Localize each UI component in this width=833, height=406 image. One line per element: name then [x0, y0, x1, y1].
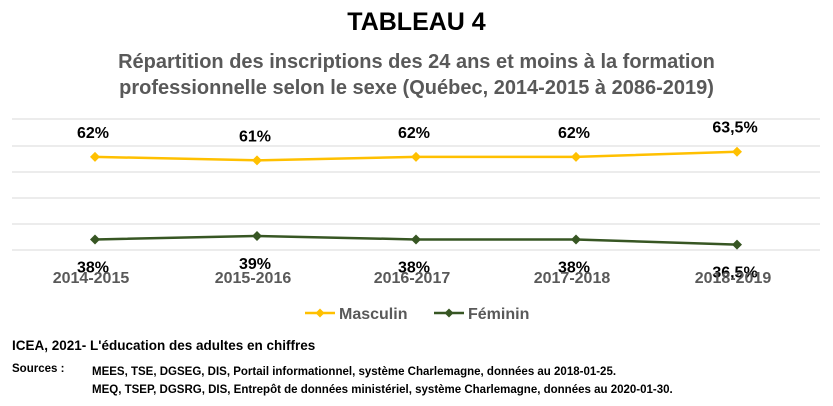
- source-line: MEES, TSE, DGSEG, DIS, Portail informati…: [92, 366, 617, 378]
- chart-title: TABLEAU 4: [347, 8, 486, 36]
- chart-subtitle: Répartition des inscriptions des 24 ans …: [118, 51, 715, 99]
- legend-marker: [444, 308, 454, 318]
- data-point: [732, 239, 742, 250]
- x-tick-label: 2016-2017: [374, 270, 451, 287]
- sources-list: MEES, TSE, DGSEG, DIS, Portail informati…: [92, 363, 673, 399]
- data-point: [571, 151, 581, 162]
- data-label: 61%: [239, 128, 271, 145]
- legend-label: Masculin: [339, 306, 407, 323]
- legend-label: Féminin: [468, 306, 529, 323]
- data-label: 39%: [239, 256, 271, 273]
- x-tick-label: 2018-2019: [695, 270, 772, 287]
- data-label: 38%: [77, 259, 109, 276]
- data-point: [90, 234, 100, 245]
- legend-marker: [315, 308, 325, 318]
- data-label: 62%: [398, 125, 430, 142]
- data-point: [411, 151, 421, 162]
- data-label: 36,5%: [712, 265, 757, 282]
- x-tick-label: 2017-2018: [534, 270, 611, 287]
- data-point: [571, 234, 581, 245]
- x-tick-label: 2015-2016: [215, 270, 292, 287]
- sources-label: Sources :: [12, 363, 65, 375]
- x-tick-label: 2014-2015: [53, 270, 130, 287]
- data-point: [411, 234, 421, 245]
- data-point: [252, 155, 262, 166]
- data-point: [732, 146, 742, 157]
- data-label: 38%: [558, 259, 590, 276]
- publication-caption: ICEA, 2021- L'éducation des adultes en c…: [12, 338, 316, 353]
- data-label: 38%: [398, 259, 430, 276]
- data-label: 62%: [77, 125, 109, 142]
- data-label: 62%: [558, 125, 590, 142]
- data-point: [252, 231, 262, 241]
- data-point: [90, 151, 100, 162]
- source-line: MEQ, TSEP, DGSRG, DIS, Entrepôt de donné…: [92, 384, 673, 396]
- data-label: 63,5%: [712, 120, 757, 137]
